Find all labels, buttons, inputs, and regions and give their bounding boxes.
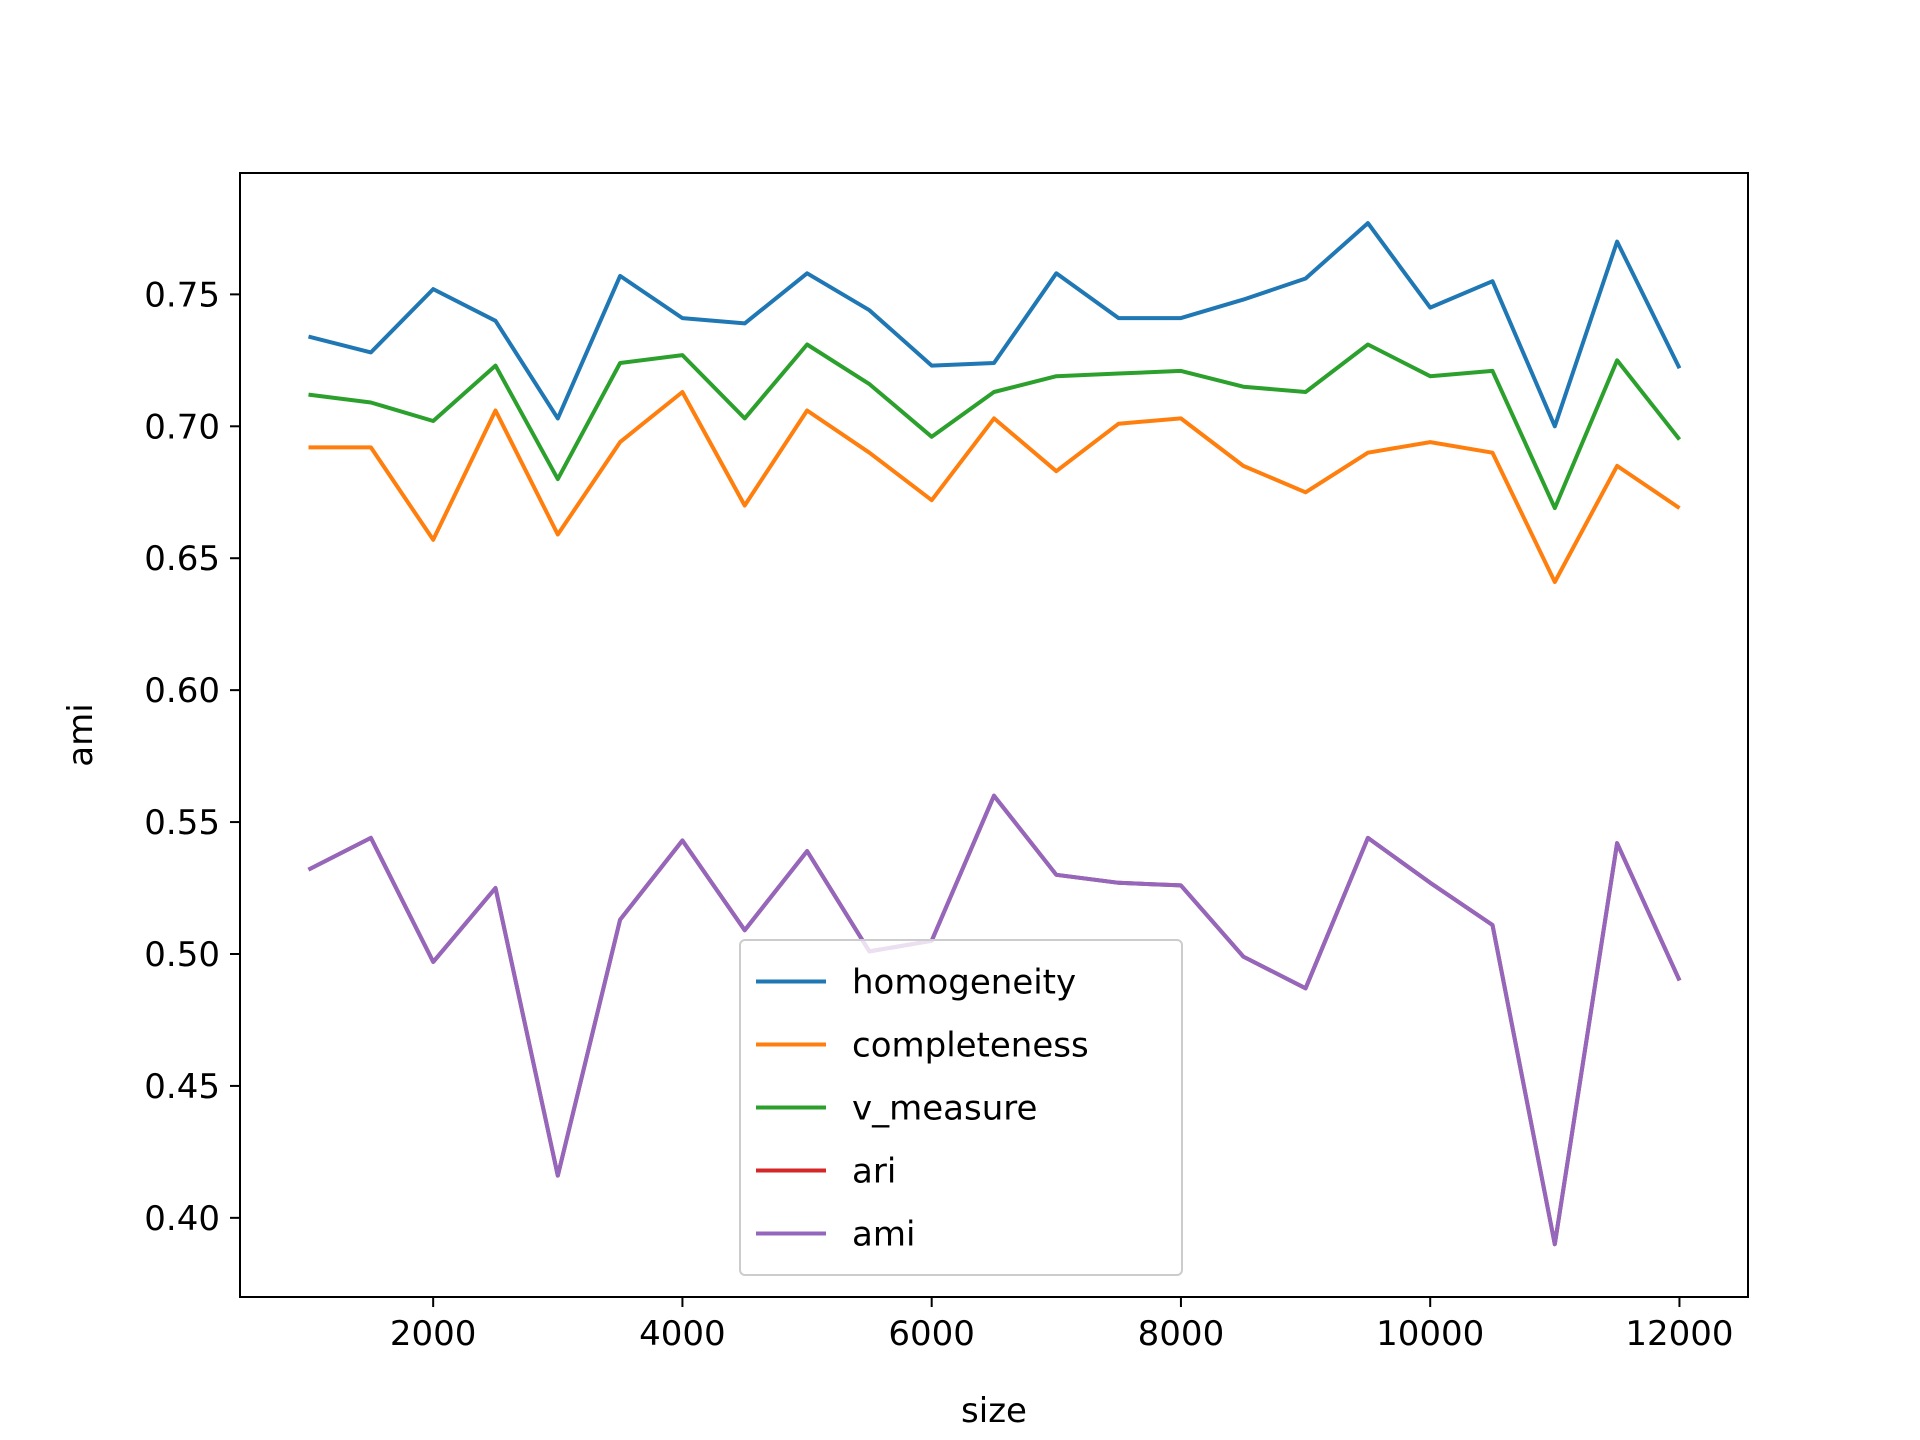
x-axis: 2000 4000 6000 8000 10000 12000: [390, 1297, 1734, 1354]
legend-label-completeness: completeness: [852, 1026, 1089, 1066]
x-tick-label: 8000: [1138, 1314, 1225, 1354]
legend-label-ami: ami: [852, 1215, 915, 1255]
x-tick-label: 4000: [639, 1314, 726, 1354]
axes-frame: [239, 172, 1749, 1298]
x-axis-label: size: [961, 1391, 1027, 1431]
series-line-ami: [307, 793, 1682, 1247]
y-tick-label: 0.75: [144, 275, 220, 315]
series-line-v-measure: [308, 342, 1682, 511]
y-tick-label: 0.70: [144, 407, 220, 447]
x-tick-label: 12000: [1625, 1314, 1733, 1354]
y-tick-label: 0.40: [144, 1199, 220, 1239]
y-tick-label: 0.65: [144, 539, 220, 579]
series-layer: [307, 221, 1682, 1247]
legend-label-homogeneity: homogeneity: [852, 963, 1076, 1003]
legend-label-ari: ari: [852, 1152, 896, 1192]
y-axis: 0.40 0.45 0.50 0.55 0.60 0.65 0.70 0.75: [144, 275, 240, 1239]
legend-label-v-measure: v_measure: [852, 1089, 1037, 1129]
x-tick-label: 10000: [1376, 1314, 1484, 1354]
y-tick-label: 0.45: [144, 1067, 220, 1107]
y-tick-label: 0.55: [144, 803, 220, 843]
x-tick-label: 6000: [888, 1314, 975, 1354]
x-tick-label: 2000: [390, 1314, 477, 1354]
y-axis-label: ami: [61, 703, 101, 766]
legend-box: [739, 939, 1183, 1276]
y-tick-label: 0.50: [144, 935, 220, 975]
y-tick-label: 0.60: [144, 671, 220, 711]
series-line-homogeneity: [308, 221, 1682, 429]
series-line-completeness: [308, 390, 1681, 584]
